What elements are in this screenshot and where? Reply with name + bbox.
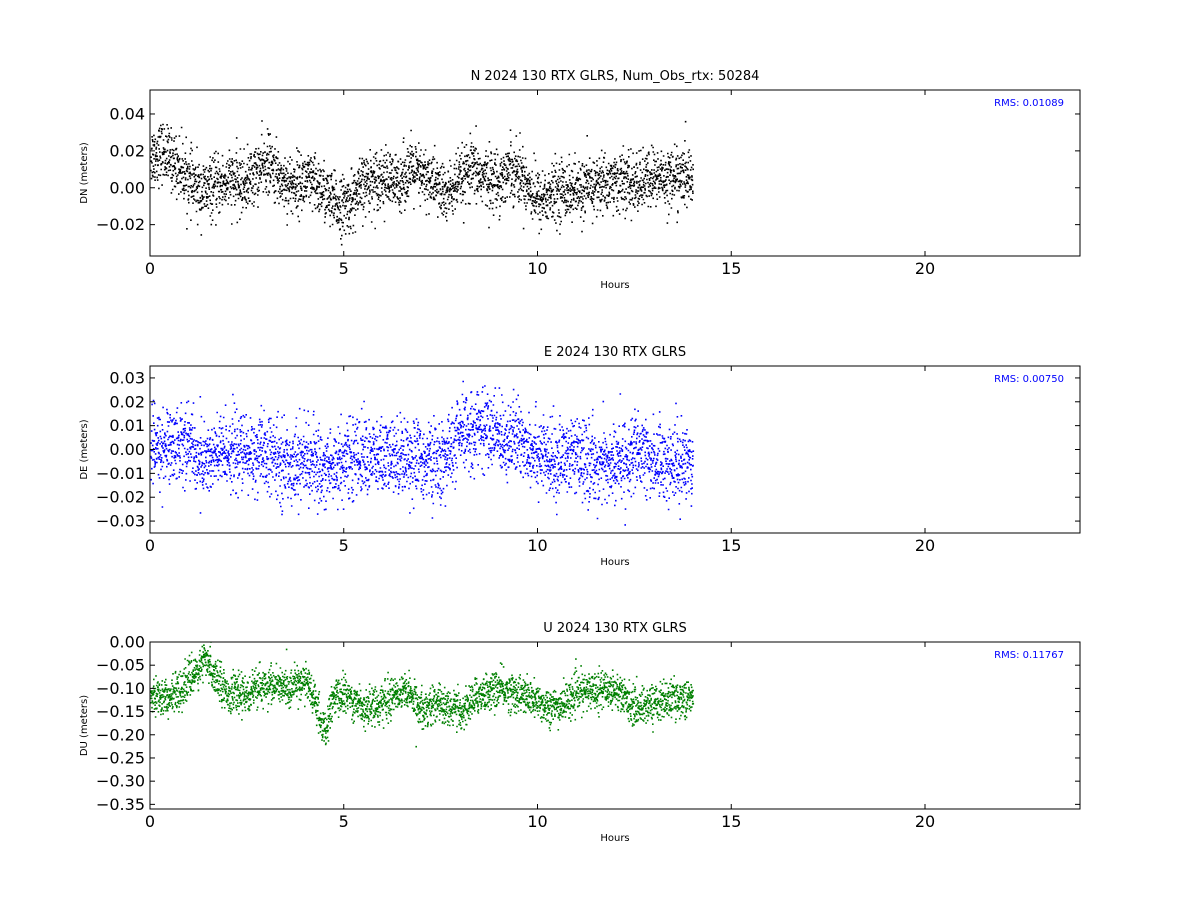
y-tick-label: −0.35 [96,795,145,814]
x-tick-label: 0 [145,812,155,831]
scatter-series [150,380,695,526]
x-tick-label: 5 [339,536,349,555]
chart-title: N 2024 130 RTX GLRS, Num_Obs_rtx: 50284 [471,69,760,84]
x-tick-label: 20 [915,259,935,278]
y-tick-label: −0.02 [96,215,145,234]
y-tick-label: 0.02 [109,141,145,160]
x-tick-label: 5 [339,259,349,278]
y-tick-label: 0.00 [109,633,145,652]
y-axis-label: DN (meters) [79,142,90,204]
x-tick-label: 0 [145,259,155,278]
rms-annotation: RMS: 0.00750 [994,374,1064,385]
y-axis-label: DE (meters) [79,419,90,479]
y-tick-label: 0.01 [109,416,145,435]
scatter-series [150,120,695,246]
y-axis-label: DU (meters) [79,695,90,756]
y-tick-label: 0.03 [109,368,145,387]
x-tick-label: 10 [527,536,547,555]
x-axis-label: Hours [600,280,629,291]
rms-annotation: RMS: 0.01089 [994,98,1064,109]
y-tick-label: 0.02 [109,392,145,411]
chart-title: E 2024 130 RTX GLRS [544,345,686,360]
panel-up: 0 5 10 15 20 −0.35 −0.30 −0.25 −0.20 −0.15 −0.10 −0… [79,621,1081,844]
axes-frame [149,365,1081,534]
y-tick-label: 0.00 [109,178,145,197]
x-tick-label: 20 [915,536,935,555]
x-tick-label: 20 [915,812,935,831]
x-axis-label: Hours [600,833,629,844]
data-points [150,642,695,748]
y-tick-label: −0.15 [96,702,145,721]
y-tick-label: −0.10 [96,679,145,698]
x-tick-label: 5 [339,812,349,831]
y-tick-label: 0.04 [109,104,145,123]
panel-north: 0 5 10 15 20 −0.02 0.00 0.02 0.04 N 2024 130 RTX … [79,69,1081,291]
axes-frame [149,641,1081,810]
x-tick-label: 15 [721,812,741,831]
rms-annotation: RMS: 0.11767 [994,650,1064,661]
data-points [150,120,695,246]
y-tick-label: −0.03 [96,512,145,531]
x-tick-label: 0 [145,536,155,555]
y-tick-label: −0.02 [96,488,145,507]
x-tick-label: 15 [721,536,741,555]
y-tick-label: −0.20 [96,725,145,744]
axes-frame [149,89,1081,257]
y-tick-label: −0.25 [96,748,145,767]
y-tick-label: −0.01 [96,464,145,483]
y-tick-label: 0.00 [109,440,145,459]
data-points [150,380,695,526]
chart-title: U 2024 130 RTX GLRS [543,621,686,636]
y-tick-label: −0.30 [96,772,145,791]
x-tick-label: 15 [721,259,741,278]
scatter-series [150,642,695,748]
y-tick-label: −0.05 [96,656,145,675]
x-tick-label: 10 [527,259,547,278]
x-tick-label: 10 [527,812,547,831]
x-axis-label: Hours [600,557,629,568]
panel-east: 0 5 10 15 20 −0.03 −0.02 −0.01 0.00 0.01 0.02 0.03 E… [79,345,1081,568]
